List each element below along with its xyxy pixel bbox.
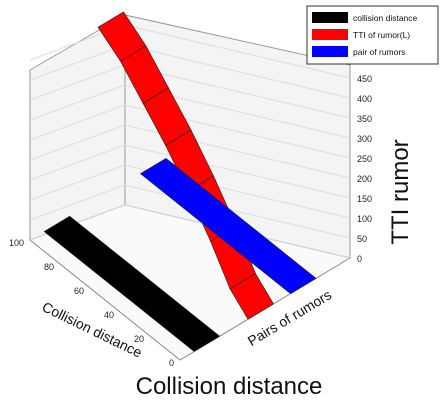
- x-tick-label: 100: [9, 238, 24, 248]
- series-ribbon-pair-of-rumors: [139, 158, 317, 295]
- x-tick-label: 80: [44, 262, 54, 272]
- z-gridline-left: [29, 184, 126, 221]
- z-tick-label: 250: [357, 154, 372, 164]
- legend-label: pair of rumors: [353, 47, 405, 57]
- z-tick-label: 150: [357, 194, 372, 204]
- z-gridline-left: [29, 44, 126, 81]
- bottom-title: Collision distance: [136, 373, 323, 400]
- z-tick-label: 350: [357, 114, 372, 124]
- z-gridline-left: [29, 124, 126, 161]
- z-gridline: [124, 44, 351, 99]
- z-gridline-left: [29, 144, 126, 181]
- z-tick-label: 400: [357, 94, 372, 104]
- legend-swatch: [312, 12, 348, 23]
- z-gridline: [124, 144, 351, 199]
- z-gridline-left: [29, 104, 126, 141]
- z-tick-label: 450: [357, 74, 372, 84]
- z-gridline-left: [29, 64, 126, 101]
- x-tick-label: 0: [169, 358, 174, 368]
- legend-swatch: [312, 46, 348, 57]
- z-tick-label: 200: [357, 174, 372, 184]
- legend-swatch: [312, 29, 348, 40]
- legend: collision distance TTI of rumor(L) pair of…: [306, 5, 439, 65]
- series-ribbon-collision-distance: [43, 215, 221, 352]
- z-axis-title: TTI rumor: [387, 139, 414, 244]
- z-tick-label: 0: [357, 254, 362, 264]
- z-gridline-left: [29, 164, 126, 201]
- tick-layer: 0 50 100 150 200 250 300 350 400 450 0 20 40 60 80 100: [9, 74, 372, 368]
- legend-label: collision distance: [353, 13, 418, 23]
- z-tick-label: 300: [357, 134, 372, 144]
- z-gridline: [124, 64, 351, 119]
- x-tick-label: 60: [74, 286, 84, 296]
- series-layer: [43, 11, 317, 352]
- x-tick-label: 20: [134, 334, 144, 344]
- x-tick-label: 40: [104, 310, 114, 320]
- z-gridline: [124, 184, 351, 239]
- z-gridline: [124, 24, 351, 79]
- z-tick-label: 100: [357, 214, 372, 224]
- legend-label: TTI of rumor(L): [353, 30, 410, 40]
- z-tick-label: 50: [357, 234, 367, 244]
- z-gridline-left: [29, 84, 126, 121]
- series-ribbon-tti-of-rumor-l-: [97, 11, 147, 62]
- legend-items: collision distance TTI of rumor(L) pair of…: [312, 12, 418, 57]
